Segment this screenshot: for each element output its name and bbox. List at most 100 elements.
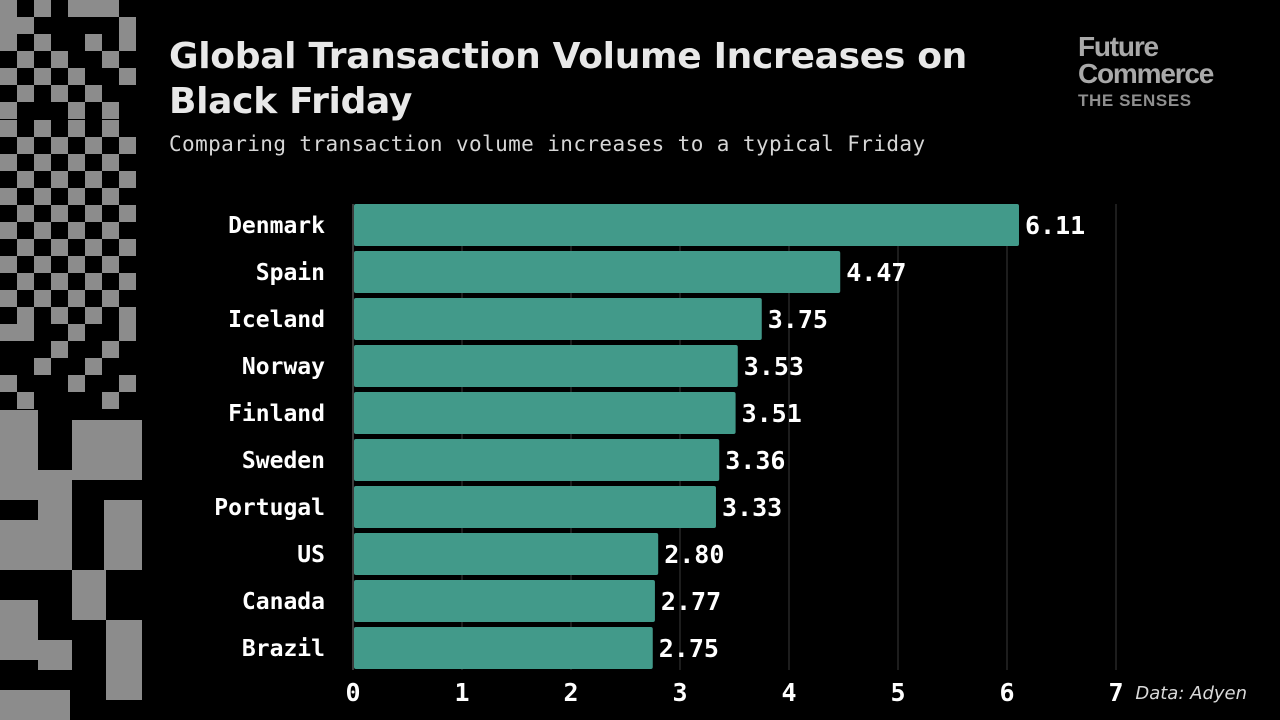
pattern-cell (0, 256, 17, 273)
pattern-cell (119, 137, 136, 154)
category-label: Spain (256, 260, 325, 286)
pattern-cell (34, 68, 51, 85)
pattern-cell (68, 68, 85, 85)
pattern-cell (17, 51, 34, 68)
bar (354, 533, 659, 575)
pattern-cell (51, 341, 68, 358)
pattern-cell (102, 120, 119, 137)
pattern-cell (68, 256, 85, 273)
pattern-cell (51, 205, 68, 222)
pattern-cell (85, 205, 102, 222)
bar (354, 204, 1019, 246)
pattern-cell (119, 68, 136, 85)
pattern-cell (0, 17, 17, 34)
pattern-cell (119, 17, 136, 34)
pattern-block (104, 500, 142, 570)
pattern-block (38, 470, 72, 520)
pattern-cell (68, 290, 85, 307)
pattern-cell (0, 222, 17, 239)
pattern-cell (102, 222, 119, 239)
value-label: 3.53 (744, 352, 804, 381)
pattern-cell (17, 17, 34, 34)
pattern-cell (34, 290, 51, 307)
pattern-cell (17, 137, 34, 154)
pattern-cell (119, 205, 136, 222)
pattern-cell (17, 273, 34, 290)
pattern-cell (17, 392, 34, 409)
pattern-cell (17, 324, 34, 341)
value-label: 2.80 (664, 540, 724, 569)
pattern-cell (85, 273, 102, 290)
pattern-cell (0, 188, 17, 205)
logo-line-the-senses: THE SENSES (1078, 91, 1192, 110)
pattern-cell (119, 171, 136, 188)
pattern-cell (51, 273, 68, 290)
pattern-block (0, 600, 38, 660)
value-label: 2.75 (659, 634, 719, 663)
pattern-cell (102, 256, 119, 273)
pattern-block (0, 410, 38, 500)
bar (354, 251, 841, 293)
pattern-cell (51, 51, 68, 68)
pattern-cell (0, 290, 17, 307)
pattern-cell (85, 34, 102, 51)
value-label: 3.51 (742, 399, 802, 428)
pattern-cell (17, 85, 34, 102)
pattern-cell (0, 375, 17, 392)
x-tick-label: 0 (345, 678, 360, 707)
chart-subtitle: Comparing transaction volume increases t… (169, 132, 926, 156)
pattern-cell (0, 324, 17, 341)
decorative-checker-pattern (0, 0, 142, 720)
bar (354, 486, 716, 528)
data-source-note: Data: Adyen (1135, 683, 1247, 704)
value-label: 2.77 (661, 587, 721, 616)
x-tick-label: 4 (781, 678, 796, 707)
logo-line-commerce: Commerce (1078, 58, 1214, 89)
pattern-cell (17, 171, 34, 188)
pattern-cell (119, 375, 136, 392)
category-label: Brazil (242, 636, 325, 662)
pattern-cell (17, 205, 34, 222)
bar (354, 345, 738, 387)
pattern-cell (51, 307, 68, 324)
pattern-cell (102, 188, 119, 205)
pattern-cell (68, 375, 85, 392)
chart-title: Global Transaction Volume Increases on B… (169, 36, 967, 122)
pattern-cell (34, 0, 51, 17)
pattern-cell (102, 0, 119, 17)
pattern-cell (51, 85, 68, 102)
pattern-block (38, 640, 72, 670)
pattern-cell (102, 290, 119, 307)
pattern-cell (102, 51, 119, 68)
value-label: 4.47 (846, 258, 906, 287)
pattern-cell (68, 120, 85, 137)
pattern-cell (102, 102, 119, 119)
bars (354, 204, 1019, 669)
category-label: US (297, 542, 325, 568)
pattern-cell (0, 68, 17, 85)
bar (354, 298, 762, 340)
pattern-cell (85, 171, 102, 188)
pattern-cell (85, 239, 102, 256)
pattern-cell (102, 341, 119, 358)
category-label: Denmark (228, 213, 325, 239)
pattern-cell (34, 256, 51, 273)
pattern-cell (68, 0, 85, 17)
pattern-cell (51, 239, 68, 256)
pattern-block (106, 620, 142, 700)
pattern-cell (51, 137, 68, 154)
x-tick-label: 7 (1108, 678, 1123, 707)
value-label: 6.11 (1025, 211, 1085, 240)
pattern-cell (34, 358, 51, 375)
x-tick-label: 6 (999, 678, 1014, 707)
pattern-cell (119, 273, 136, 290)
pattern-cell (17, 307, 34, 324)
pattern-cell (0, 34, 17, 51)
pattern-cell (34, 154, 51, 171)
pattern-cell (34, 34, 51, 51)
category-label: Finland (228, 401, 325, 427)
pattern-cell (68, 222, 85, 239)
x-tick-label: 3 (672, 678, 687, 707)
pattern-cell (119, 239, 136, 256)
